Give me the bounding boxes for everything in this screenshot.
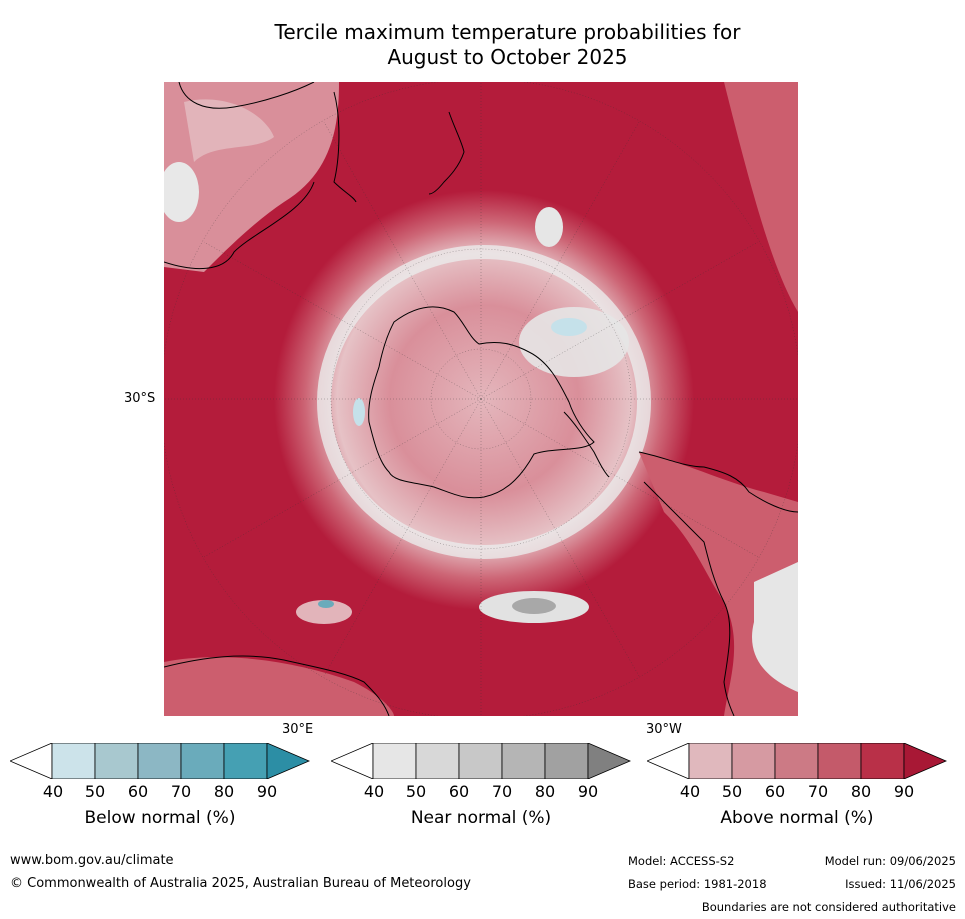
colorbar-segment (372, 743, 417, 779)
antarctica-coastline (368, 306, 595, 499)
below-normal-patch-west (353, 398, 365, 426)
legend-below-normal (10, 743, 310, 779)
longitude-label-east: 30°E (282, 722, 314, 737)
south-america-coastline (638, 451, 798, 716)
pacific-shading-ne (724, 82, 798, 312)
tick-label: 50 (721, 782, 743, 801)
colorbar-segment (331, 743, 374, 779)
tick-label: 40 (363, 782, 385, 801)
model-name: Model: ACCESS-S2 (628, 854, 735, 868)
near-normal-darker-patch (512, 598, 556, 614)
below-normal-patch-indian-ocean (318, 600, 334, 608)
new-zealand (428, 111, 465, 195)
colorbar-segment (501, 743, 546, 779)
colorbar-segment (266, 743, 310, 779)
colorbar-segment (51, 743, 96, 779)
colorbar-segment (860, 743, 905, 779)
colorbar-segment (587, 743, 631, 779)
colorbar-segment (415, 743, 460, 779)
tick-label: 40 (42, 782, 64, 801)
colorbar-segment (94, 743, 139, 779)
title-line-2: August to October 2025 (387, 45, 628, 69)
graticule (164, 82, 798, 716)
antarctic-peninsula (563, 411, 610, 478)
legend-above-normal (647, 743, 947, 779)
chart-title: Tercile maximum temperature probabilitie… (160, 20, 855, 70)
colorbar-segment (903, 743, 947, 779)
tick-label: 70 (491, 782, 513, 801)
website-link[interactable]: www.bom.gov.au/climate (10, 853, 174, 868)
legend-title-below-normal: Below normal (%) (84, 808, 236, 828)
issued-date: Issued: 11/06/2025 (845, 877, 956, 891)
near-normal-patch-south-pacific (535, 207, 563, 247)
legend-title-near-normal: Near normal (%) (410, 808, 552, 828)
colorbar-segment (731, 743, 776, 779)
colorbar-segment (223, 743, 268, 779)
colorbar-segment (180, 743, 225, 779)
colorbar-segment (10, 743, 53, 779)
tick-label: 90 (893, 782, 915, 801)
copyright-text: © Commonwealth of Australia 2025, Austra… (10, 876, 471, 891)
tick-label: 50 (84, 782, 106, 801)
title-line-1: Tercile maximum temperature probabilitie… (274, 20, 741, 44)
colorbar-segment (817, 743, 862, 779)
legend-title-above-normal: Above normal (%) (720, 808, 874, 828)
tick-label: 70 (807, 782, 829, 801)
colorbar-segment (647, 743, 690, 779)
colorbar-below-normal (10, 743, 310, 779)
coastlines (164, 82, 798, 716)
tick-label: 40 (679, 782, 701, 801)
africa-coastline (164, 655, 390, 716)
sea-ice-near-normal-ring (317, 245, 651, 559)
colorbar-segment (544, 743, 589, 779)
longitude-label-west: 30°W (646, 722, 682, 737)
tick-label: 80 (213, 782, 235, 801)
near-normal-patch-indian-ocean (296, 600, 352, 624)
probability-map (164, 82, 798, 716)
tick-label: 90 (256, 782, 278, 801)
tick-label: 80 (850, 782, 872, 801)
australia-light-patches (184, 99, 274, 162)
latitude-label: 30°S (124, 391, 156, 406)
model-run-date: Model run: 09/06/2025 (824, 854, 956, 868)
australia-coastline (164, 82, 357, 270)
south-america-light (752, 562, 798, 692)
tick-label: 70 (170, 782, 192, 801)
colorbar-segment (774, 743, 819, 779)
colorbar-above-normal (647, 743, 947, 779)
colorbar-segment (688, 743, 733, 779)
legend-near-normal (331, 743, 631, 779)
boundary-disclaimer: Boundaries are not considered authoritat… (701, 900, 956, 914)
tick-label: 60 (127, 782, 149, 801)
colorbar-segment (458, 743, 503, 779)
colorbar-segment (137, 743, 182, 779)
tick-label: 80 (534, 782, 556, 801)
tick-label: 60 (764, 782, 786, 801)
tick-label: 90 (577, 782, 599, 801)
colorbar-near-normal (331, 743, 631, 779)
australia-near-normal-patch (164, 162, 199, 222)
below-normal-patch-east (551, 318, 587, 336)
near-normal-patch-east (519, 307, 629, 377)
tick-label: 50 (405, 782, 427, 801)
base-period: Base period: 1981-2018 (628, 877, 767, 891)
tick-label: 60 (448, 782, 470, 801)
africa-shading (164, 657, 394, 716)
